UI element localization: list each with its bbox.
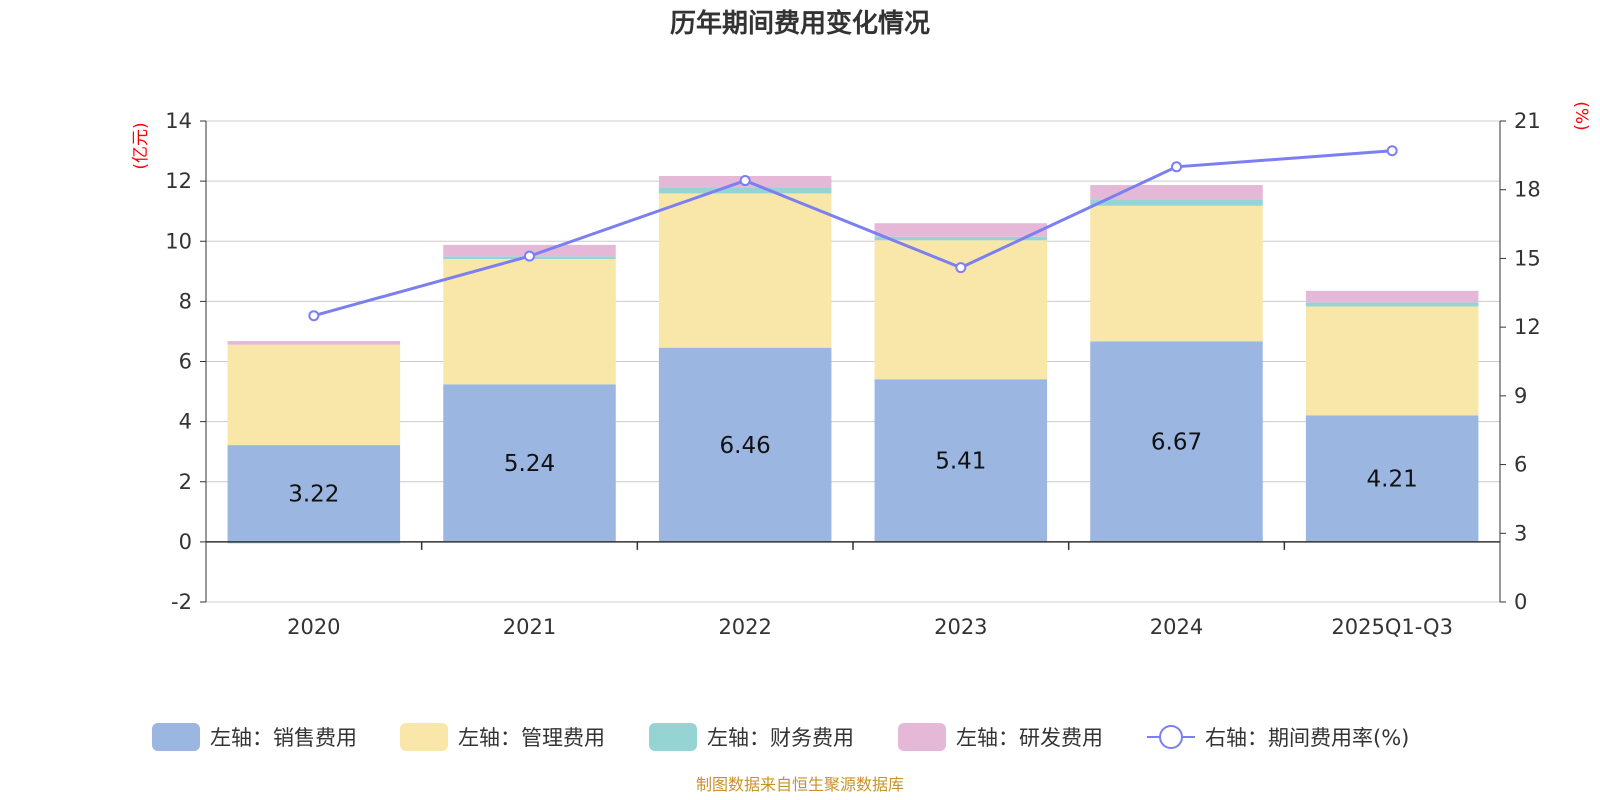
category-label: 2023 [934,615,987,639]
bar-value-label: 5.41 [935,449,986,475]
category-label: 2024 [1150,615,1203,639]
bar-value-label: 4.21 [1367,467,1418,493]
right-axis-unit: (%) [1571,101,1591,130]
rate-point [308,310,320,322]
rate-point [524,250,535,262]
bars [227,176,1479,544]
bar-segment [443,384,616,542]
bar-segment [874,223,1048,237]
category-label: 2021 [503,615,556,639]
rate-point [955,262,967,274]
left-tick-label: 8 [179,289,192,313]
bar-segment [227,445,401,542]
rate-line-path [313,149,1393,318]
legend-label: 左轴：研发费用 [956,726,1103,750]
right-tick-label: 15 [1514,246,1541,270]
bar-value-label: 5.24 [504,451,555,477]
rate-point [739,175,751,187]
legend-label: 左轴：财务费用 [707,726,854,750]
category-label: 2022 [718,615,771,639]
bar-segment [443,258,616,385]
bar-segment [1305,415,1479,542]
bar-segment [1090,185,1263,200]
bar-segment [658,193,832,348]
axes: -2 0 2 4 6 8 10 12 14 0 3 6 9 12 15 18 21 2020 2021 2022 202… [165,109,1540,639]
legend: 左轴：销售费用 左轴：管理费用 左轴：财务费用 左轴：研发费用 右轴：期间费用率(%) [152,723,1409,751]
bar-segment [874,236,1048,241]
bar-labels: 3.22 5.24 6.46 5.41 6.67 4.21 [288,430,1418,508]
bar-segment [1305,302,1479,307]
left-tick-label: 2 [179,470,192,494]
bar-segment [1090,205,1263,342]
category-label: 2025Q1-Q3 [1331,615,1453,639]
rate-line [308,145,1398,322]
right-tick-label: 3 [1514,521,1527,545]
right-tick-label: 9 [1514,384,1527,408]
left-axis-unit: (亿元) [131,122,151,169]
right-tick-label: 0 [1514,590,1527,614]
rate-point [1171,161,1182,173]
category-label: 2020 [287,615,340,639]
left-tick-label: 14 [165,109,192,133]
legend-swatch [898,723,946,751]
left-tick-label: 4 [179,410,192,434]
legend-label: 左轴：销售费用 [210,726,357,750]
chart-title: 历年期间费用变化情况 [670,8,930,39]
bar-segment [227,344,401,446]
bar-segment [1305,290,1479,303]
bar-segment [1090,341,1263,542]
bar-segment [658,187,832,194]
legend-swatch [400,723,448,751]
data-source: 制图数据来自恒生聚源数据库 [696,775,904,794]
left-tick-label: 10 [165,229,192,253]
bar-value-label: 3.22 [288,481,339,507]
left-tick-label: 12 [165,169,192,193]
bar-segment [1305,306,1479,416]
right-tick-label: 21 [1514,109,1541,133]
legend-label: 左轴：管理费用 [458,726,605,750]
bar-segment [227,341,401,345]
rate-point [1386,145,1398,157]
bar-value-label: 6.46 [720,433,771,459]
legend-swatch [152,723,200,751]
legend-label: 右轴：期间费用率(%) [1205,726,1409,750]
right-tick-label: 18 [1514,178,1541,202]
bar-segment [1090,199,1263,206]
right-tick-label: 6 [1514,453,1527,477]
left-tick-label: 6 [179,350,192,374]
left-tick-label: 0 [179,530,192,554]
bar-segment [874,240,1048,380]
bar-segment [874,379,1048,542]
bar-value-label: 6.67 [1151,430,1202,456]
legend-line-marker [1159,725,1183,749]
right-tick-label: 12 [1514,315,1541,339]
bar-segment [658,347,832,542]
bar-segment [227,541,401,544]
legend-swatch [649,723,697,751]
bar-segment [443,244,616,257]
left-tick-label: -2 [171,590,192,614]
